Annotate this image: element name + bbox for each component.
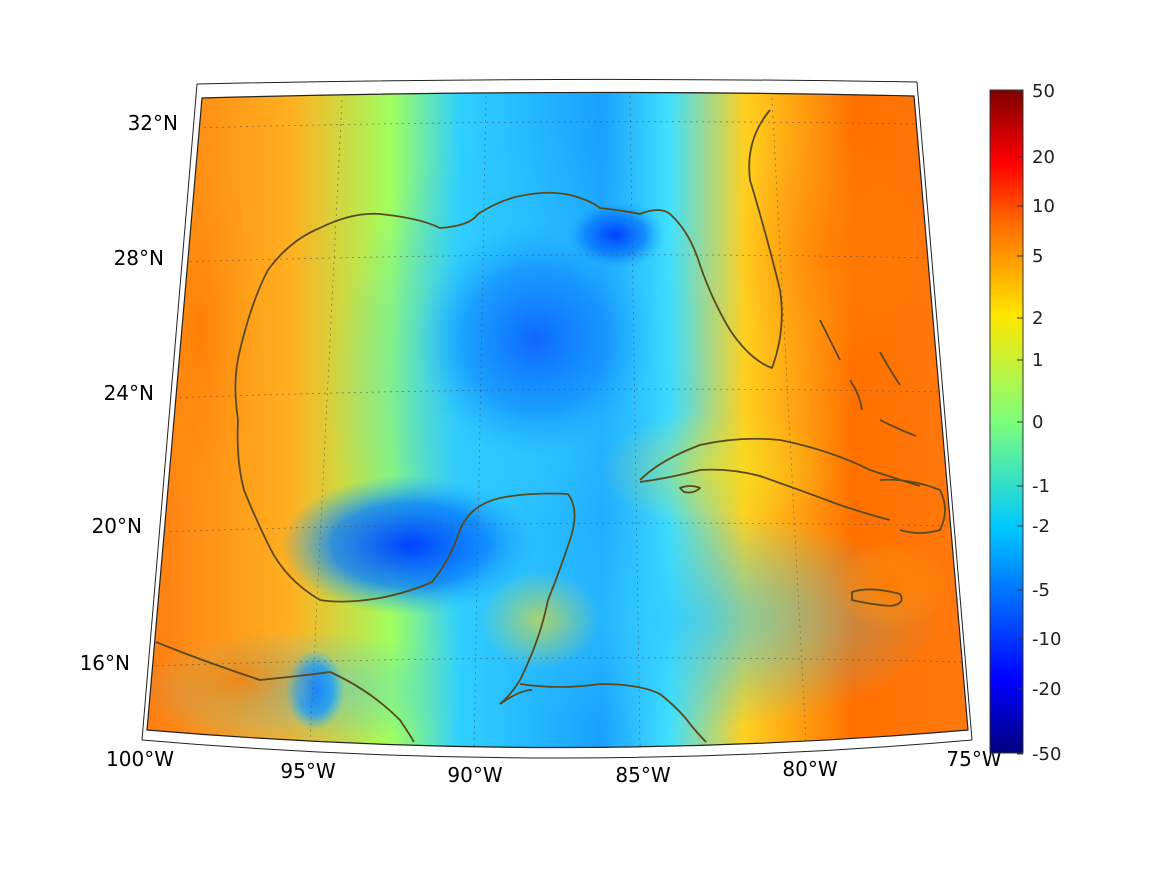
lat-label: 20°N (92, 514, 142, 538)
colorbar-tick-label: 50 (1032, 81, 1055, 102)
colorbar-tick-label: 2 (1032, 308, 1043, 329)
latitude-labels: 32°N 28°N 24°N 20°N 16°N (80, 111, 178, 675)
colorbar-tick-label: -10 (1032, 629, 1061, 650)
colorbar-tick-label: -2 (1032, 516, 1050, 537)
lon-label: 100°W (106, 747, 174, 771)
graticule (149, 95, 963, 748)
lon-label: 80°W (782, 757, 837, 781)
lon-label: 90°W (447, 763, 502, 787)
lat-label: 24°N (104, 381, 154, 405)
map-area (141, 78, 973, 759)
colorbar-tick-label: 5 (1032, 246, 1043, 267)
colorbar-tick-label: 0 (1032, 412, 1043, 433)
lon-label: 85°W (615, 763, 670, 787)
colorbar-tick-label: -50 (1032, 744, 1061, 765)
lat-label: 28°N (114, 246, 164, 270)
colorbar-tick-label: -20 (1032, 679, 1061, 700)
longitude-labels: 100°W 95°W 90°W 85°W 80°W 75°W (106, 747, 1002, 787)
lon-label: 95°W (280, 759, 335, 783)
colorbar-tick-label: 20 (1032, 147, 1055, 168)
coastlines (155, 109, 946, 743)
lat-label: 32°N (128, 111, 178, 135)
colorbar-tick-label: -1 (1032, 476, 1050, 497)
lat-label: 16°N (80, 651, 130, 675)
colorbar-tick-label: 10 (1032, 196, 1055, 217)
colorbar-tick-label: 1 (1032, 350, 1043, 371)
colorbar-tick-label: -5 (1032, 580, 1050, 601)
